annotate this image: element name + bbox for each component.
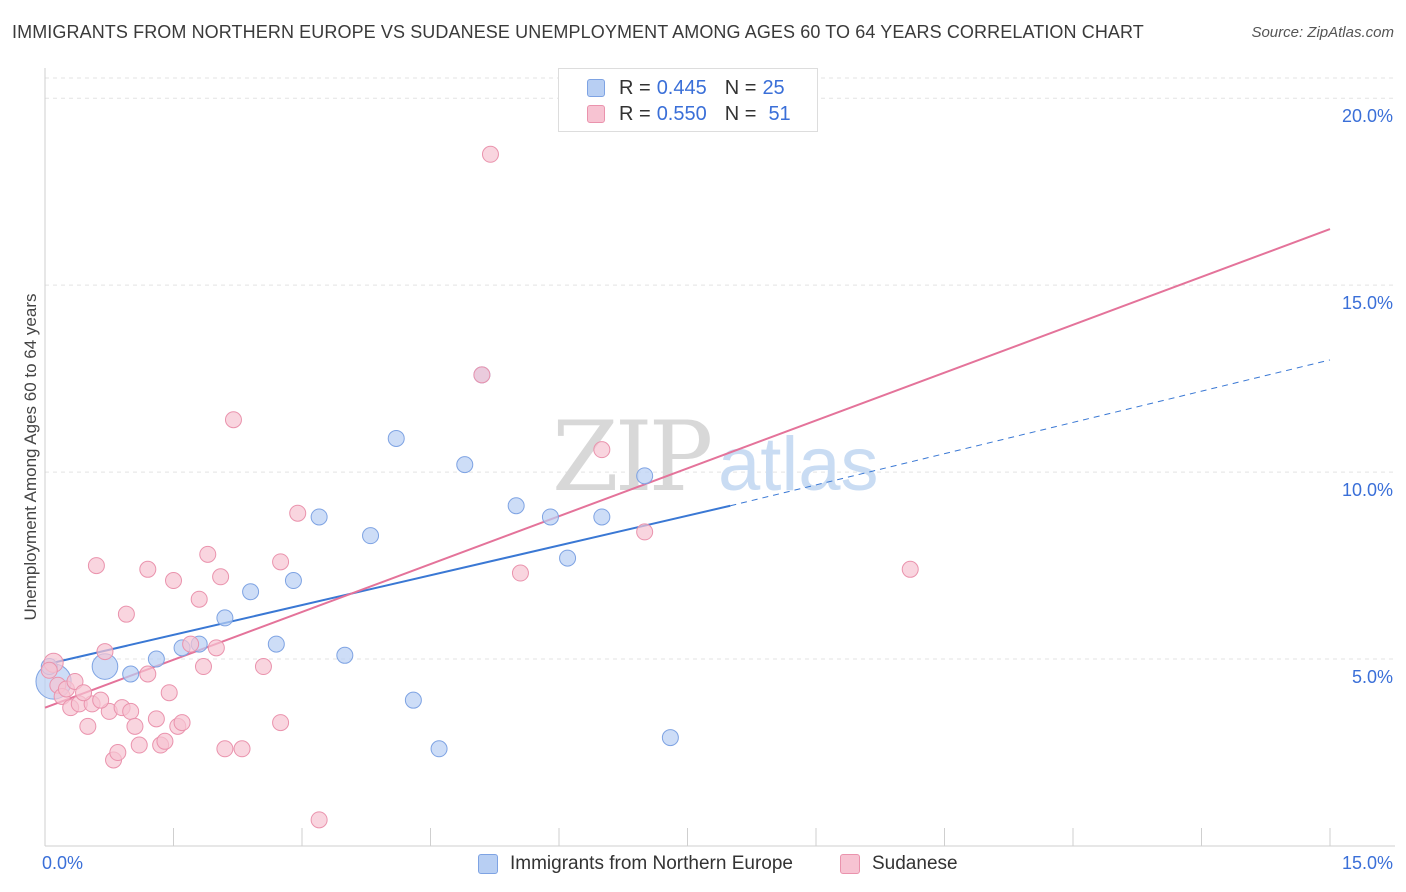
legend-row-blue: R = 0.445 N = 25 (587, 76, 785, 100)
blue-point (430, 740, 448, 758)
pink-point (254, 658, 272, 676)
pink-point (216, 740, 234, 758)
pink-point (75, 684, 93, 702)
y-tick-label: 10.0% (1342, 480, 1393, 500)
blue-point (284, 572, 302, 590)
pink-point (272, 714, 290, 732)
bottom-legend-item-blue: Immigrants from Northern Europe (478, 852, 793, 876)
blue-point (147, 650, 165, 668)
pink-point (139, 560, 157, 578)
points-layer (35, 145, 919, 829)
watermark-atlas: atlas (718, 422, 879, 507)
pink-point (160, 684, 178, 702)
pink-point (165, 572, 182, 590)
legend-swatch-pink (587, 105, 605, 123)
pink-point (194, 658, 212, 676)
blue-point (310, 508, 328, 526)
legend-r-label: R = (619, 76, 651, 99)
legend-n-label: N = (724, 76, 757, 99)
correlation-legend: R = 0.445 N = 25 R = 0.550 N = 51 (558, 68, 818, 132)
pink-point (207, 639, 225, 657)
pink-point (66, 672, 84, 690)
y-tick-label: 5.0% (1352, 667, 1393, 687)
legend-swatch-blue (587, 79, 605, 97)
blue-point (362, 527, 380, 545)
y-tick-label: 20.0% (1342, 106, 1393, 126)
pink-point (126, 717, 144, 735)
blue-point (456, 456, 474, 474)
y-axis-label: Unemployment Among Ages 60 to 64 years (21, 294, 40, 621)
blue-point (507, 497, 525, 515)
pink-point (224, 411, 242, 429)
pink-point (511, 564, 529, 582)
bottom-legend-label-pink: Sudanese (872, 853, 958, 874)
chart-title: IMMIGRANTS FROM NORTHERN EUROPE VS SUDAN… (12, 22, 1144, 42)
pink-point (87, 557, 105, 575)
legend-r-label: R = (619, 102, 651, 125)
blue-point (559, 549, 577, 567)
legend-r-value: 0.445 (656, 76, 707, 99)
pink-point (233, 740, 251, 758)
pink-point (79, 717, 97, 735)
blue-point (593, 508, 611, 526)
pink-point (92, 691, 110, 709)
bottom-legend-label-blue: Immigrants from Northern Europe (510, 853, 793, 874)
blue-point (122, 665, 140, 683)
pink-point (310, 811, 328, 829)
axis-layer (44, 68, 1395, 847)
pink-point (139, 665, 157, 683)
blue-point (387, 429, 405, 447)
pink-point (173, 714, 191, 732)
pink-point (40, 661, 58, 679)
pink-point (901, 560, 919, 578)
legend-n-value: 51 (768, 102, 791, 125)
pink-point (96, 643, 114, 661)
bottom-legend-swatch-blue (478, 854, 498, 874)
pink-point (636, 523, 654, 541)
x-tick-label: 0.0% (42, 853, 83, 873)
watermark: ZIP atlas (552, 401, 879, 513)
pink-point (190, 590, 208, 608)
pink-point (147, 710, 165, 728)
pink-point (289, 504, 307, 522)
pink-point (156, 732, 174, 750)
pink-point (130, 736, 148, 754)
blue-point (404, 691, 422, 709)
blue-trend-extension (730, 359, 1331, 507)
grid-layer (45, 77, 1395, 660)
bottom-legend-swatch-pink (840, 854, 860, 874)
pink-point (593, 441, 611, 459)
blue-trend-line (44, 504, 731, 666)
tick-label-layer: 5.0% 10.0% 15.0% 20.0% 0.0% 15.0% (42, 106, 1393, 873)
blue-point (636, 467, 654, 485)
blue-point (242, 583, 260, 601)
pink-point (122, 702, 140, 720)
legend-n-label: N = (724, 102, 757, 125)
pink-point (212, 568, 230, 586)
blue-point (661, 729, 679, 747)
blue-point (336, 646, 354, 664)
pink-point (109, 744, 127, 762)
legend-n-value: 25 (762, 76, 785, 99)
legend-r-value: 0.550 (656, 102, 707, 125)
pink-point (117, 605, 135, 623)
legend-row-pink: R = 0.550 N = 51 (587, 102, 791, 126)
blue-point (541, 508, 559, 526)
blue-point (267, 635, 285, 653)
watermark-zip: ZIP (552, 401, 711, 513)
source-label: Source: ZipAtlas.com (1251, 24, 1394, 41)
blue-point (216, 609, 234, 627)
pink-trend-line (44, 228, 1331, 709)
pink-point (481, 145, 499, 163)
bottom-legend-item-pink: Sudanese (840, 852, 958, 876)
pink-point (272, 553, 290, 571)
trend-layer (44, 228, 1331, 709)
y-tick-label: 15.0% (1342, 293, 1393, 313)
pink-point (199, 545, 217, 563)
pink-point (182, 635, 200, 653)
x-tick-label: 15.0% (1342, 853, 1393, 873)
pink-point (473, 366, 491, 384)
